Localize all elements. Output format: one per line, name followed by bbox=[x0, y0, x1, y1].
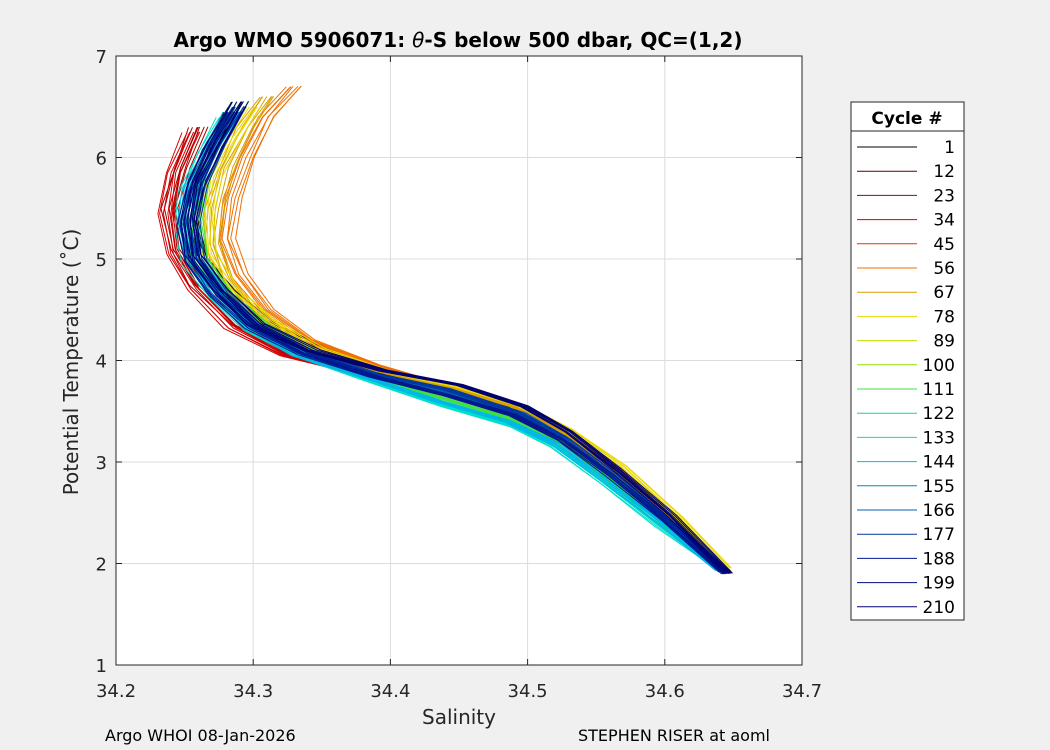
x-tick-label: 34.3 bbox=[233, 681, 273, 702]
profile-line bbox=[191, 101, 731, 574]
profile-line bbox=[193, 101, 732, 574]
x-tick-label: 34.5 bbox=[508, 681, 548, 702]
legend-title: Cycle # bbox=[871, 109, 942, 129]
legend-label: 155 bbox=[923, 477, 955, 497]
theta-symbol: θ bbox=[412, 28, 424, 52]
legend-label: 56 bbox=[933, 259, 955, 279]
profile-line bbox=[195, 101, 733, 574]
legend-label: 144 bbox=[923, 453, 955, 473]
legend-label: 78 bbox=[933, 307, 955, 327]
footer-left: Argo WHOI 08-Jan-2026 bbox=[105, 726, 296, 745]
x-tick-label: 34.4 bbox=[370, 681, 410, 702]
y-tick-label: 3 bbox=[96, 453, 107, 474]
ticks: 34.2 34.3 34.4 34.5 34.6 34.7 1 2 3 4 5 6 7 bbox=[96, 47, 822, 702]
y-tick-label: 5 bbox=[96, 250, 107, 271]
x-tick-label: 34.6 bbox=[645, 681, 685, 702]
legend-label: 23 bbox=[933, 186, 955, 206]
legend-label: 199 bbox=[923, 574, 955, 594]
x-tick-label: 34.7 bbox=[782, 681, 822, 702]
x-tick-label: 34.2 bbox=[96, 681, 136, 702]
profile-line bbox=[176, 111, 717, 572]
legend-label: 166 bbox=[923, 501, 955, 521]
legend-label: 34 bbox=[933, 211, 955, 231]
legend-label: 133 bbox=[923, 428, 955, 448]
legend-label: 67 bbox=[933, 283, 955, 303]
legend-box bbox=[850, 101, 965, 621]
series-layer bbox=[157, 85, 733, 575]
profile-line bbox=[180, 101, 725, 575]
legend-label: 210 bbox=[923, 598, 955, 618]
y-tick-label: 4 bbox=[96, 352, 107, 373]
footer-right: STEPHEN RISER at aoml bbox=[578, 726, 770, 745]
legend-label: 111 bbox=[923, 380, 955, 400]
legend: Cycle # 1 12 23 34 45 56 67 78 89 100 111 122 133 144… bbox=[850, 101, 965, 621]
legend-label: 12 bbox=[933, 162, 955, 182]
profile-line bbox=[213, 106, 732, 569]
legend-label: 45 bbox=[933, 235, 955, 255]
profile-line bbox=[184, 101, 726, 575]
profile-line bbox=[187, 101, 728, 575]
profile-line bbox=[178, 111, 718, 572]
y-tick-label: 7 bbox=[96, 47, 107, 68]
legend-label: 89 bbox=[933, 332, 955, 352]
x-axis-label: Salinity bbox=[422, 705, 496, 729]
legend-label: 177 bbox=[923, 525, 955, 545]
profile-line bbox=[189, 101, 730, 574]
y-axis-label: Potential Temperature (˚C) bbox=[59, 229, 83, 496]
profile-line bbox=[186, 111, 725, 572]
profile-line bbox=[176, 111, 720, 573]
y-tick-label: 1 bbox=[96, 656, 107, 677]
legend-label: 1 bbox=[944, 138, 955, 158]
grid bbox=[115, 55, 803, 666]
chart-title: Argo WMO 5906071: θ-S below 500 dbar, QC… bbox=[174, 28, 743, 52]
legend-label: 188 bbox=[923, 549, 955, 569]
y-tick-label: 2 bbox=[96, 555, 107, 576]
legend-label: 122 bbox=[923, 404, 955, 424]
legend-label: 100 bbox=[923, 356, 955, 376]
y-tick-label: 6 bbox=[96, 149, 107, 170]
legend-items: 1 12 23 34 45 56 67 78 89 100 111 122 133 144 155 166 17… bbox=[857, 138, 955, 618]
